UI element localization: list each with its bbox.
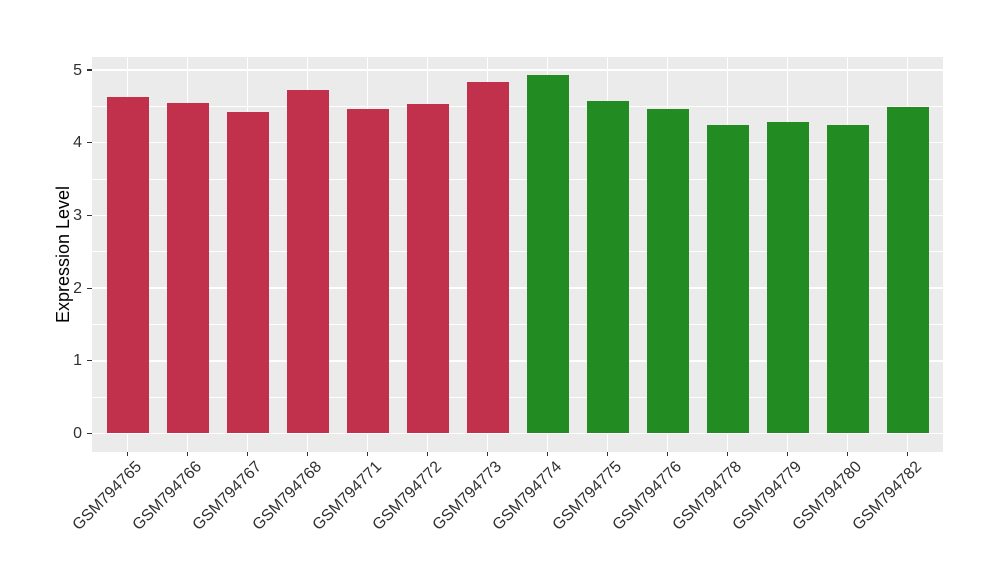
- y-tick: [86, 142, 92, 144]
- h-gridline-minor: [91, 251, 943, 253]
- x-tick: [186, 451, 189, 456]
- y-tick: [86, 69, 92, 71]
- x-tick: [246, 451, 249, 456]
- bar-GSM794774: [526, 75, 569, 434]
- y-tick: [86, 287, 92, 289]
- h-gridline-major: [91, 214, 943, 217]
- h-gridline-major: [91, 69, 943, 71]
- x-tick: [486, 451, 489, 456]
- y-tick-label: 2: [73, 279, 82, 297]
- x-tick: [426, 451, 429, 456]
- x-tick: [786, 451, 789, 456]
- h-gridline-major: [91, 141, 943, 144]
- h-gridline-major: [91, 360, 943, 362]
- bar-GSM794778: [706, 125, 749, 434]
- bar-GSM794780: [826, 124, 869, 434]
- bar-GSM794767: [226, 112, 269, 434]
- bar-GSM794775: [586, 101, 629, 434]
- plot-panel: [91, 56, 943, 452]
- h-gridline-minor: [91, 396, 943, 398]
- y-tick: [86, 360, 92, 362]
- bar-GSM794773: [466, 82, 509, 434]
- x-tick: [546, 451, 549, 456]
- h-gridline-major: [91, 432, 943, 435]
- x-tick: [606, 451, 609, 456]
- h-gridline-minor: [91, 324, 943, 325]
- y-tick-label: 4: [73, 134, 82, 152]
- y-axis-title: Expression Level: [54, 57, 74, 452]
- y-tick-label: 0: [73, 425, 82, 442]
- bar-GSM794766: [166, 102, 209, 434]
- bar-GSM794776: [646, 109, 689, 434]
- x-tick: [666, 451, 669, 456]
- y-tick: [86, 214, 92, 216]
- x-tick: [906, 451, 909, 456]
- bar-GSM794779: [766, 122, 809, 434]
- y-tick-label: 5: [73, 61, 82, 79]
- bar-GSM794765: [106, 96, 149, 434]
- y-tick-label: 3: [73, 206, 82, 224]
- bar-GSM794782: [886, 107, 929, 434]
- x-tick: [726, 451, 729, 456]
- x-tick: [846, 451, 849, 456]
- bar-GSM794772: [406, 104, 449, 434]
- bar-GSM794768: [286, 90, 329, 434]
- y-tick: [86, 432, 92, 435]
- bar-GSM794771: [346, 108, 389, 434]
- h-gridline-minor: [91, 178, 943, 180]
- x-tick: [306, 451, 309, 456]
- x-tick: [366, 451, 369, 456]
- h-gridline-major: [91, 287, 943, 289]
- h-gridline-minor: [91, 105, 943, 107]
- x-tick: [126, 451, 129, 456]
- y-tick-label: 1: [73, 352, 82, 370]
